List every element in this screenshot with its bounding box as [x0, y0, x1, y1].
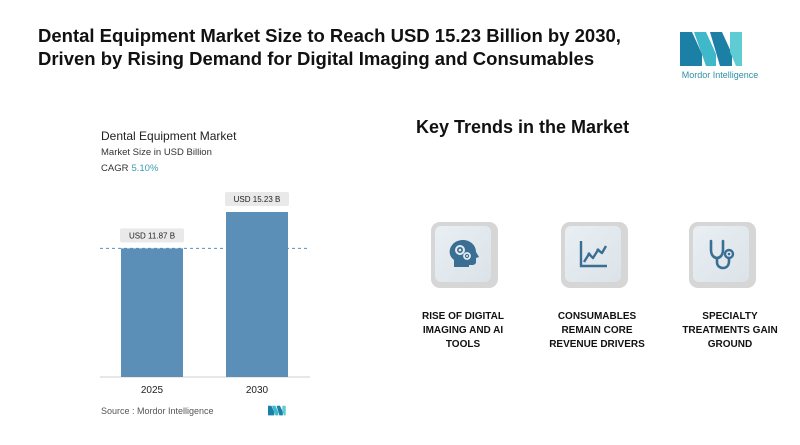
trend-label-line: REMAIN CORE	[561, 325, 633, 336]
trend-label-line: CONSUMABLES	[557, 311, 637, 322]
cagr-label: CAGR	[101, 163, 129, 174]
chart-subtitle: Market Size in USD Billion	[101, 147, 212, 158]
x-tick-label: 2025	[141, 385, 164, 396]
headline-line-1: Dental Equipment Market Size to Reach US…	[38, 25, 621, 46]
trend-label: CONSUMABLES REMAIN CORE REVENUE DRIVERS	[527, 310, 667, 352]
chart-title: Dental Equipment Market	[101, 129, 237, 143]
brain-gears-icon	[449, 240, 479, 267]
trend-label-line: SPECIALTY	[702, 311, 758, 322]
cagr-value: 5.10%	[131, 163, 159, 174]
trend-tile	[561, 222, 628, 288]
trend-label-line: IMAGING AND AI	[422, 325, 504, 336]
trend-label-line: RISE OF DIGITAL	[421, 311, 505, 322]
market-size-bar-chart: USD 11.87 B 2025 USD 15.23 B 2030	[100, 192, 310, 396]
chart-cagr: CAGR 5.10%	[101, 163, 158, 174]
mordor-logo-mark-icon	[680, 32, 742, 66]
trend-label-line: REVENUE DRIVERS	[549, 339, 645, 350]
trend-label-line: TREATMENTS GAIN	[682, 325, 778, 336]
logo-text-light: Intelligence	[710, 70, 759, 80]
x-tick-label: 2030	[246, 385, 269, 396]
bar	[226, 212, 288, 377]
page-headline: Dental Equipment Market Size to Reach US…	[38, 24, 658, 70]
trend-label: SPECIALTY TREATMENTS GAIN GROUND	[660, 310, 800, 352]
source-logo-icon	[268, 405, 286, 416]
data-label: USD 11.87 B	[129, 231, 175, 240]
bar	[121, 248, 183, 377]
data-label: USD 15.23 B	[234, 195, 281, 204]
mordor-logo-text: Mordor Intelligence	[674, 70, 766, 80]
data-label-box	[225, 192, 289, 206]
trend-label-line: GROUND	[707, 339, 753, 350]
trend-tile	[431, 222, 498, 288]
trend-tile	[689, 222, 756, 288]
logo-text-bold: Mordor	[681, 70, 711, 80]
mordor-intelligence-logo: Mordor Intelligence	[674, 28, 764, 84]
headline-line-2: Driven by Rising Demand for Digital Imag…	[38, 48, 595, 69]
trend-label-line: TOOLS	[445, 339, 481, 350]
data-label-box	[120, 228, 184, 243]
trends-title: Key Trends in the Market	[416, 117, 630, 137]
stethoscope-icon	[709, 239, 735, 270]
source-note: Source : Mordor Intelligence	[101, 406, 214, 416]
line-chart-icon	[579, 241, 608, 268]
trend-label: RISE OF DIGITAL IMAGING AND AI TOOLS	[393, 310, 533, 352]
